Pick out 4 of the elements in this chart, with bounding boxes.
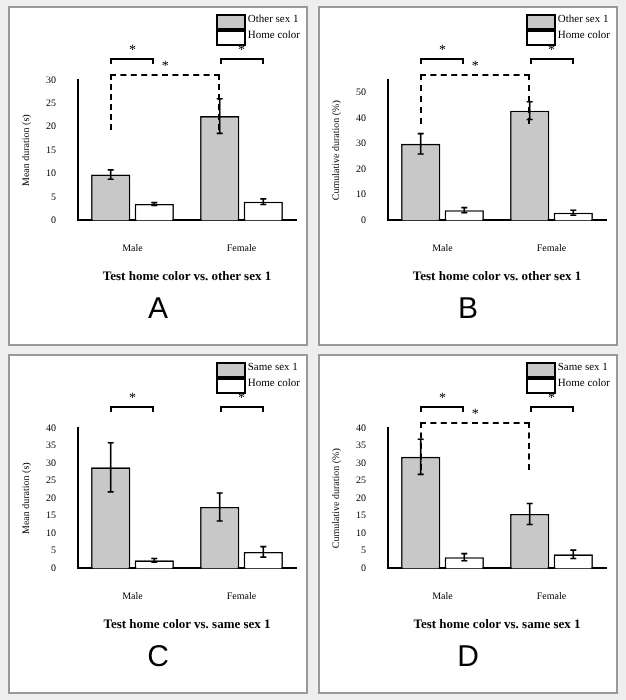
text: B: [457, 292, 478, 328]
text: D: [457, 640, 479, 676]
text: A: [147, 292, 168, 328]
text: C: [147, 640, 169, 676]
